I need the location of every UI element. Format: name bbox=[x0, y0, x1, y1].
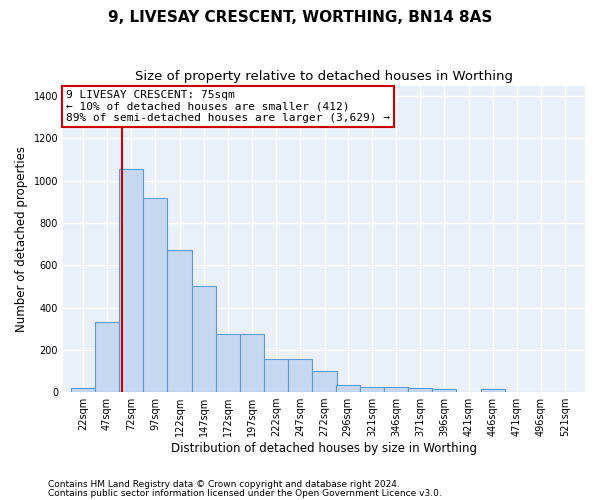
Y-axis label: Number of detached properties: Number of detached properties bbox=[15, 146, 28, 332]
Bar bbox=[71, 388, 95, 392]
Bar bbox=[264, 360, 288, 392]
Text: 9 LIVESAY CRESCENT: 75sqm
← 10% of detached houses are smaller (412)
89% of semi: 9 LIVESAY CRESCENT: 75sqm ← 10% of detac… bbox=[65, 90, 389, 124]
Text: Contains public sector information licensed under the Open Government Licence v3: Contains public sector information licen… bbox=[48, 490, 442, 498]
X-axis label: Distribution of detached houses by size in Worthing: Distribution of detached houses by size … bbox=[171, 442, 477, 455]
Bar bbox=[481, 390, 505, 392]
Bar bbox=[191, 286, 216, 392]
Bar bbox=[95, 322, 119, 392]
Bar bbox=[119, 169, 143, 392]
Text: 9, LIVESAY CRESCENT, WORTHING, BN14 8AS: 9, LIVESAY CRESCENT, WORTHING, BN14 8AS bbox=[108, 10, 492, 25]
Bar bbox=[432, 390, 457, 392]
Bar bbox=[216, 334, 240, 392]
Bar bbox=[360, 387, 384, 392]
Bar bbox=[167, 250, 191, 392]
Bar bbox=[313, 371, 337, 392]
Bar bbox=[408, 388, 432, 392]
Text: Contains HM Land Registry data © Crown copyright and database right 2024.: Contains HM Land Registry data © Crown c… bbox=[48, 480, 400, 489]
Bar bbox=[288, 360, 313, 392]
Bar bbox=[384, 387, 408, 392]
Bar bbox=[240, 334, 264, 392]
Bar bbox=[143, 198, 167, 392]
Bar bbox=[335, 384, 360, 392]
Title: Size of property relative to detached houses in Worthing: Size of property relative to detached ho… bbox=[135, 70, 513, 83]
